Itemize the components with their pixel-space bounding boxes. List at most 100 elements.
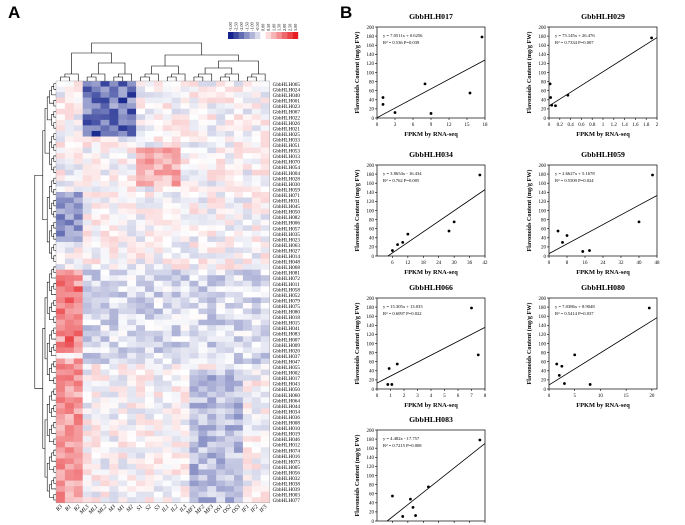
heatmap-cell	[180, 430, 190, 437]
heatmap-cell	[91, 402, 101, 409]
heatmap-cell	[207, 425, 217, 431]
heatmap-cell	[127, 447, 137, 454]
heatmap-cell	[73, 214, 83, 221]
row-label: GbbHLH017	[273, 376, 301, 382]
heatmap-cell	[145, 308, 155, 315]
heatmap-cell	[198, 414, 208, 420]
heatmap-cell	[136, 125, 146, 132]
heatmap-cell	[225, 430, 235, 437]
heatmap-cell	[82, 164, 92, 171]
heatmap-cell	[56, 197, 66, 204]
y-tick-label: 40	[541, 237, 547, 242]
x-tick-label: 6	[457, 394, 460, 399]
heatmap-cell	[56, 86, 66, 93]
heatmap-cell	[198, 119, 208, 126]
heatmap-cell	[64, 497, 75, 504]
heatmap-cell	[189, 303, 199, 309]
heatmap-cell	[73, 497, 83, 504]
heatmap-cell	[260, 486, 270, 492]
x-tick-label: 12	[447, 123, 453, 128]
x-tick-label: 6	[391, 261, 394, 266]
heatmap-cell	[82, 414, 92, 420]
heatmap-cell	[100, 219, 110, 226]
heatmap-cell	[225, 258, 235, 265]
heatmap-cell	[91, 258, 101, 265]
heatmap-cell	[234, 169, 244, 176]
heatmap-cell	[225, 319, 235, 326]
heatmap-cell	[100, 441, 110, 448]
heatmap-cell	[64, 97, 75, 104]
heatmap-cell	[189, 380, 199, 387]
heatmap-cell	[216, 119, 226, 126]
heatmap-cell	[82, 341, 92, 348]
heatmap-cell	[207, 336, 217, 343]
heatmap-cell	[109, 264, 119, 270]
heatmap-cell	[242, 425, 253, 431]
heatmap-cell	[64, 241, 75, 248]
heatmap-cell	[207, 142, 217, 148]
heatmap-cell	[109, 497, 119, 504]
heatmap-cell	[91, 97, 101, 104]
heatmap-cell	[100, 247, 110, 254]
row-label: GbbHLH072	[273, 276, 301, 282]
heatmap-cell	[127, 463, 137, 470]
y-tick-label: 160	[367, 315, 375, 320]
heatmap-cell	[91, 447, 101, 454]
heatmap-cell	[251, 225, 261, 232]
heatmap-cell	[189, 269, 199, 276]
heatmap-cell	[136, 264, 146, 270]
y-tick-label: 40	[369, 502, 375, 507]
y-tick-label: 120	[539, 333, 547, 338]
heatmap-cell	[189, 158, 199, 165]
heatmap-cell	[162, 408, 172, 415]
heatmap-cell	[234, 397, 244, 404]
heatmap-cell	[82, 430, 92, 437]
heatmap-cell	[225, 314, 235, 320]
scale-swatch	[265, 32, 272, 39]
x-tick-label: 24	[601, 261, 607, 266]
heatmap-cell	[242, 241, 253, 248]
heatmap-cell	[82, 297, 92, 304]
heatmap-cell	[251, 314, 261, 320]
heatmap-cell	[118, 463, 128, 470]
heatmap-cell	[91, 480, 101, 487]
heatmap-cell	[189, 352, 199, 359]
heatmap-cell	[136, 169, 146, 176]
data-point	[549, 96, 553, 99]
heatmap-cell	[225, 364, 235, 370]
heatmap-cell	[127, 352, 137, 359]
x-tick-label: 32	[619, 261, 625, 266]
heatmap-cell	[260, 291, 270, 298]
heatmap-cell	[118, 192, 128, 198]
heatmap-cell	[216, 447, 226, 454]
row-label: GbbHLH034	[273, 409, 301, 415]
heatmap-cell	[171, 336, 181, 343]
y-tick-label: 20	[541, 246, 547, 251]
heatmap-cell	[109, 164, 119, 171]
heatmap-cell	[100, 419, 110, 426]
heatmap-cell	[189, 314, 199, 320]
heatmap-cell	[73, 142, 83, 148]
heatmap-cell	[162, 497, 172, 504]
heatmap-cell	[260, 414, 270, 420]
heatmap-cell	[162, 436, 172, 443]
heatmap-cell	[91, 147, 101, 154]
heatmap-cell	[234, 297, 244, 304]
heatmap-cell	[64, 136, 75, 143]
row-label: GbbHLH018	[273, 315, 301, 321]
heatmap-cell	[91, 275, 101, 282]
heatmap-cell	[171, 203, 181, 209]
heatmap-cell	[198, 264, 208, 270]
heatmap-cell	[136, 375, 146, 381]
heatmap-cell	[251, 386, 261, 393]
heatmap-cell	[127, 297, 137, 304]
heatmap-cell	[153, 352, 164, 359]
heatmap-cell	[225, 147, 235, 154]
heatmap-cell	[216, 380, 226, 387]
heatmap-cell	[82, 303, 92, 309]
heatmap-cell	[118, 147, 128, 154]
heatmap-cell	[189, 108, 199, 115]
heatmap-cell	[56, 497, 66, 504]
heatmap-cell	[100, 447, 110, 454]
heatmap-cell	[260, 103, 270, 110]
